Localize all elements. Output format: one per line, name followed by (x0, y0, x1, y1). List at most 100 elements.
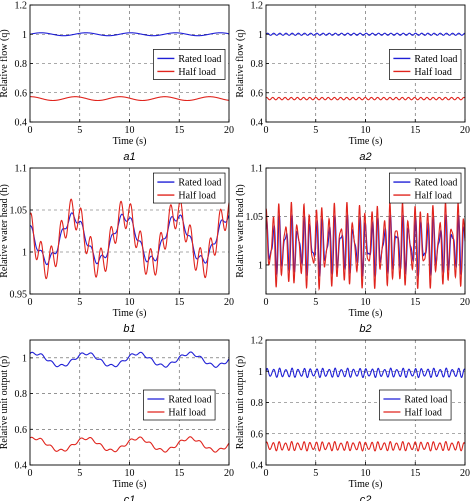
panel-caption: a1 (123, 151, 135, 163)
x-tick-label: 5 (77, 297, 82, 308)
y-tick-label: 1.05 (246, 212, 264, 223)
y-tick-label: 1.2 (15, 1, 28, 12)
legend-box (143, 389, 216, 421)
x-tick-label: 5 (313, 468, 318, 479)
x-tick-label: 0 (28, 468, 33, 479)
x-tick-label: 15 (410, 468, 420, 479)
y-tick-label: 1 (258, 260, 263, 271)
legend-label: Half load (178, 67, 216, 78)
x-tick-label: 15 (174, 125, 184, 136)
x-tick-label: 20 (224, 297, 234, 308)
x-tick-label: 20 (460, 468, 470, 479)
legend-label: Half load (168, 408, 206, 419)
legend-label: Rated load (414, 178, 457, 189)
legend-label: Rated load (168, 395, 211, 406)
x-tick-label: 10 (125, 297, 135, 308)
y-tick-label: 1.2 (251, 1, 264, 12)
panel-caption: a2 (359, 151, 371, 163)
panel-c2: 0 5 10 15 20 0.4 0.6 0.8 1 1.2 Time (s) Relative un… (235, 336, 470, 501)
legend-box (389, 172, 462, 204)
panel-b1: 0 5 10 15 20 0.95 1 1.05 1.1 Time (s) Relative wat… (0, 164, 234, 336)
x-axis-label: Time (s) (113, 136, 147, 147)
panel-caption: b2 (359, 323, 371, 335)
y-tick-label: 1 (258, 367, 263, 378)
x-axis-label: Time (s) (349, 136, 383, 147)
series-line-rated-load (29, 351, 230, 368)
y-tick-label: 1 (22, 353, 27, 364)
y-tick-label: 0.6 (251, 88, 264, 99)
x-tick-label: 5 (313, 297, 318, 308)
x-tick-label: 20 (460, 125, 470, 136)
x-tick-label: 20 (224, 125, 234, 136)
y-tick-label: 1.05 (10, 206, 28, 217)
y-tick-label: 0.8 (15, 59, 28, 70)
legend-box (153, 49, 226, 80)
y-tick-label: 0.4 (15, 461, 28, 472)
legend: Rated load Half load (153, 49, 226, 80)
y-tick-label: 0.6 (251, 429, 264, 440)
y-tick-label: 1 (22, 248, 27, 259)
legend-label: Half load (414, 67, 452, 78)
legend: Rated load Half load (389, 49, 462, 80)
legend: Rated load Half load (379, 389, 452, 421)
legend-label: Rated load (178, 54, 221, 65)
series-line-half-load (29, 198, 230, 280)
series-line-rated-load (29, 212, 230, 266)
x-tick-label: 15 (174, 468, 184, 479)
y-axis-label: Relative water head (h) (235, 184, 246, 278)
y-tick-label: 0.8 (251, 398, 264, 409)
panel-c1: 0 5 10 15 20 0.4 0.6 0.8 1 Time (s) Relative unit … (0, 339, 234, 501)
y-tick-label: 1 (258, 30, 263, 41)
legend-label: Half load (178, 191, 216, 202)
series-line-half-load (265, 440, 466, 452)
panel-caption: c2 (360, 494, 372, 501)
y-tick-label: 0.8 (251, 59, 264, 70)
y-axis-label: Relative flow (q) (235, 29, 246, 97)
legend-label: Rated load (404, 395, 447, 406)
legend: Rated load Half load (153, 172, 226, 204)
x-tick-label: 10 (361, 125, 371, 136)
y-tick-label: 1 (22, 30, 27, 41)
legend-box (389, 49, 462, 80)
series-line-half-load (29, 436, 230, 453)
y-axis-label: Relative water head (h) (0, 184, 10, 278)
x-tick-label: 0 (264, 125, 269, 136)
series-line-rated-load (29, 32, 230, 37)
x-tick-label: 10 (361, 297, 371, 308)
x-tick-label: 20 (224, 468, 234, 479)
legend-label: Half load (414, 191, 452, 202)
legend-label: Half load (404, 408, 442, 419)
y-axis-label: Relative flow (q) (0, 29, 10, 97)
series-line-half-load (30, 96, 230, 102)
y-tick-label: 0.4 (15, 118, 28, 129)
legend-label: Rated load (414, 54, 457, 65)
y-tick-label: 0.6 (15, 425, 28, 436)
panel-caption: b1 (123, 323, 135, 335)
x-tick-label: 0 (264, 297, 269, 308)
panel-caption: c1 (124, 494, 136, 501)
series-line-rated-load (265, 367, 466, 379)
x-tick-label: 15 (410, 297, 420, 308)
legend-box (379, 389, 452, 421)
series-line-half-load (265, 200, 466, 291)
y-tick-label: 0.8 (15, 389, 28, 400)
y-tick-label: 0.4 (251, 118, 264, 129)
y-tick-label: 1.2 (251, 336, 264, 347)
legend: Rated load Half load (389, 172, 462, 204)
x-tick-label: 10 (361, 468, 371, 479)
y-tick-label: 1.1 (15, 164, 28, 175)
x-axis-label: Time (s) (113, 479, 147, 490)
legend-label: Rated load (178, 178, 221, 189)
y-tick-label: 0.6 (15, 88, 28, 99)
x-tick-label: 5 (313, 125, 318, 136)
x-tick-label: 20 (460, 297, 470, 308)
x-tick-label: 0 (264, 468, 269, 479)
y-axis-label: Relative unit output (p) (235, 356, 246, 450)
x-tick-label: 15 (410, 125, 420, 136)
x-tick-label: 10 (125, 468, 135, 479)
x-tick-label: 0 (28, 297, 33, 308)
series-line-half-load (265, 96, 466, 101)
x-tick-label: 5 (77, 125, 82, 136)
y-tick-label: 0.4 (251, 461, 264, 472)
